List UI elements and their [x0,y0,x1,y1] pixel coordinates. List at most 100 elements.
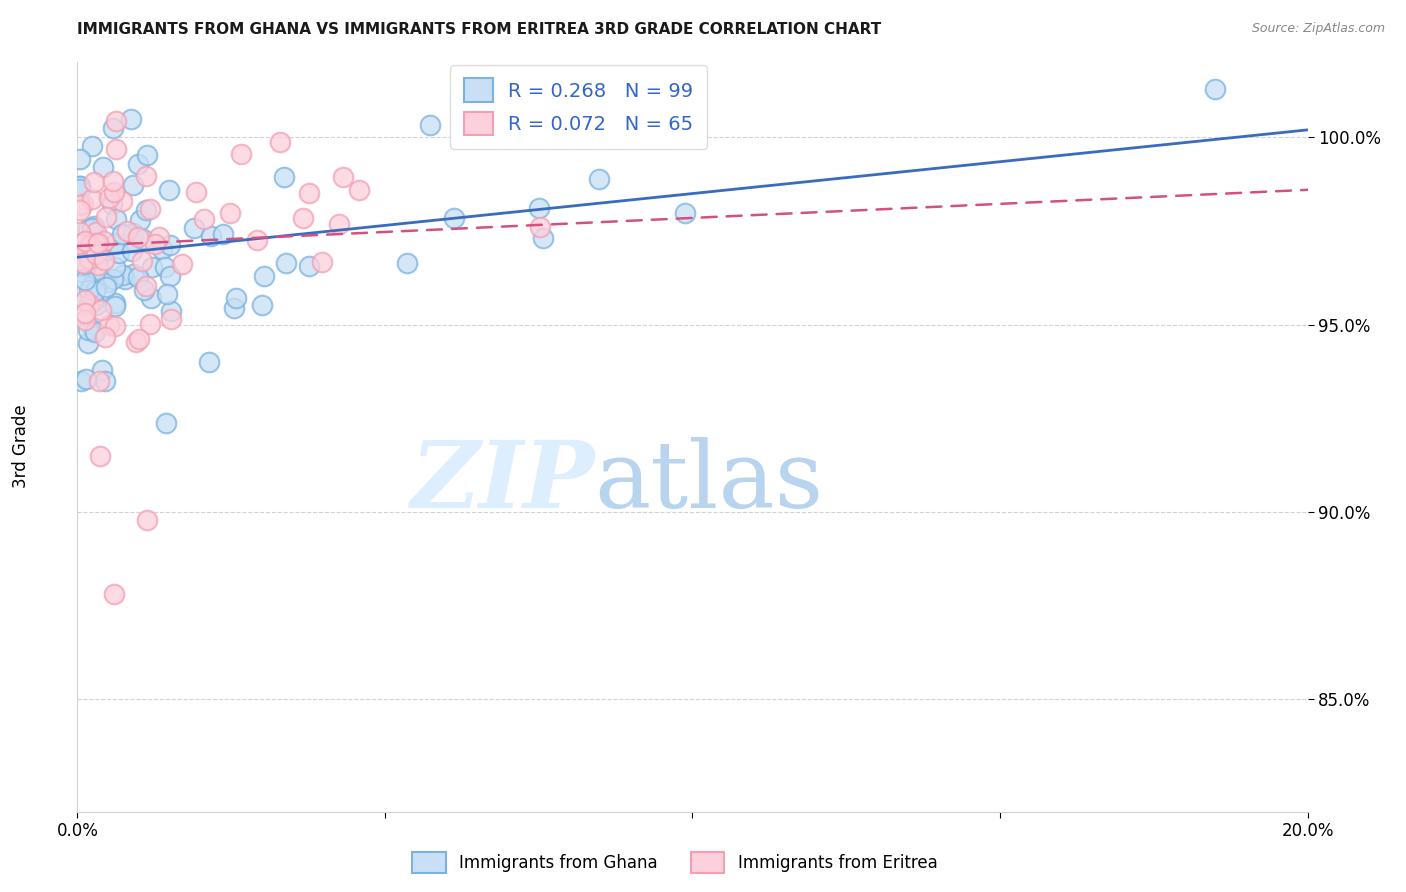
Text: ZIP: ZIP [409,437,595,527]
Point [139,291,162,305]
Point [419,118,441,132]
Point [120,112,142,127]
Point [212,227,235,242]
Point [75,260,97,274]
Point [76,222,98,236]
Point [73,234,96,248]
Point [225,291,247,305]
Point [79,235,101,249]
Point [328,217,350,231]
Point [94,280,117,294]
Point [72,197,94,211]
Point [253,269,276,284]
Point [332,170,354,185]
Point [527,201,550,215]
Text: Source: ZipAtlas.com: Source: ZipAtlas.com [1251,22,1385,36]
Point [69,298,91,312]
Point [588,171,610,186]
Point [75,256,97,270]
Point [69,259,91,273]
Point [73,273,96,287]
Point [84,225,107,239]
Point [111,227,134,241]
Point [75,308,97,322]
Point [132,283,155,297]
Point [170,257,193,271]
Point [103,587,125,601]
Point [132,232,155,246]
Point [84,284,107,298]
Point [75,312,97,326]
Point [82,193,104,207]
Point [96,210,118,224]
Point [103,185,125,199]
Point [69,248,91,262]
Point [69,198,91,212]
Point [183,220,205,235]
Point [143,237,166,252]
Point [127,270,149,285]
Point [131,254,153,268]
Point [115,224,138,238]
Point [252,298,274,312]
Point [82,323,104,337]
Point [159,238,181,252]
Legend: Immigrants from Ghana, Immigrants from Eritrea: Immigrants from Ghana, Immigrants from E… [406,846,943,880]
Text: IMMIGRANTS FROM GHANA VS IMMIGRANTS FROM ERITREA 3RD GRADE CORRELATION CHART: IMMIGRANTS FROM GHANA VS IMMIGRANTS FROM… [77,22,882,37]
Point [70,265,93,279]
Point [122,178,145,192]
Point [70,252,93,267]
Point [155,416,177,430]
Point [159,269,181,284]
Point [103,174,125,188]
Point [75,293,97,307]
Point [69,237,91,252]
Point [94,330,117,344]
Point [136,512,159,526]
Point [82,242,104,256]
Point [104,296,127,310]
Point [347,183,370,197]
Point [83,325,105,339]
Point [121,267,143,281]
Legend: R = 0.268   N = 99, R = 0.072   N = 65: R = 0.268 N = 99, R = 0.072 N = 65 [450,64,707,149]
Point [155,260,177,274]
Point [128,332,150,346]
Point [105,211,128,226]
Point [96,275,118,289]
Point [311,254,333,268]
Point [157,183,180,197]
Point [87,247,110,261]
Point [105,114,128,128]
Point [75,372,97,386]
Point [84,298,107,312]
Point [93,253,115,268]
Point [77,239,100,253]
Point [156,286,179,301]
Point [104,235,127,250]
Point [87,236,110,251]
Point [98,191,121,205]
Point [193,211,215,226]
Point [127,230,149,244]
Point [160,312,183,326]
Point [274,256,297,270]
Point [222,301,245,315]
Point [101,197,124,211]
Text: atlas: atlas [595,437,824,527]
Point [184,185,207,199]
Point [443,211,465,226]
Point [93,234,115,248]
Point [129,212,152,227]
Point [529,219,551,234]
Point [150,242,173,256]
Point [107,245,129,260]
Point [138,318,160,332]
Point [298,259,321,273]
Point [72,256,94,270]
Point [89,449,111,463]
Point [111,194,134,209]
Point [69,225,91,239]
Point [1204,81,1226,95]
Point [200,228,222,243]
